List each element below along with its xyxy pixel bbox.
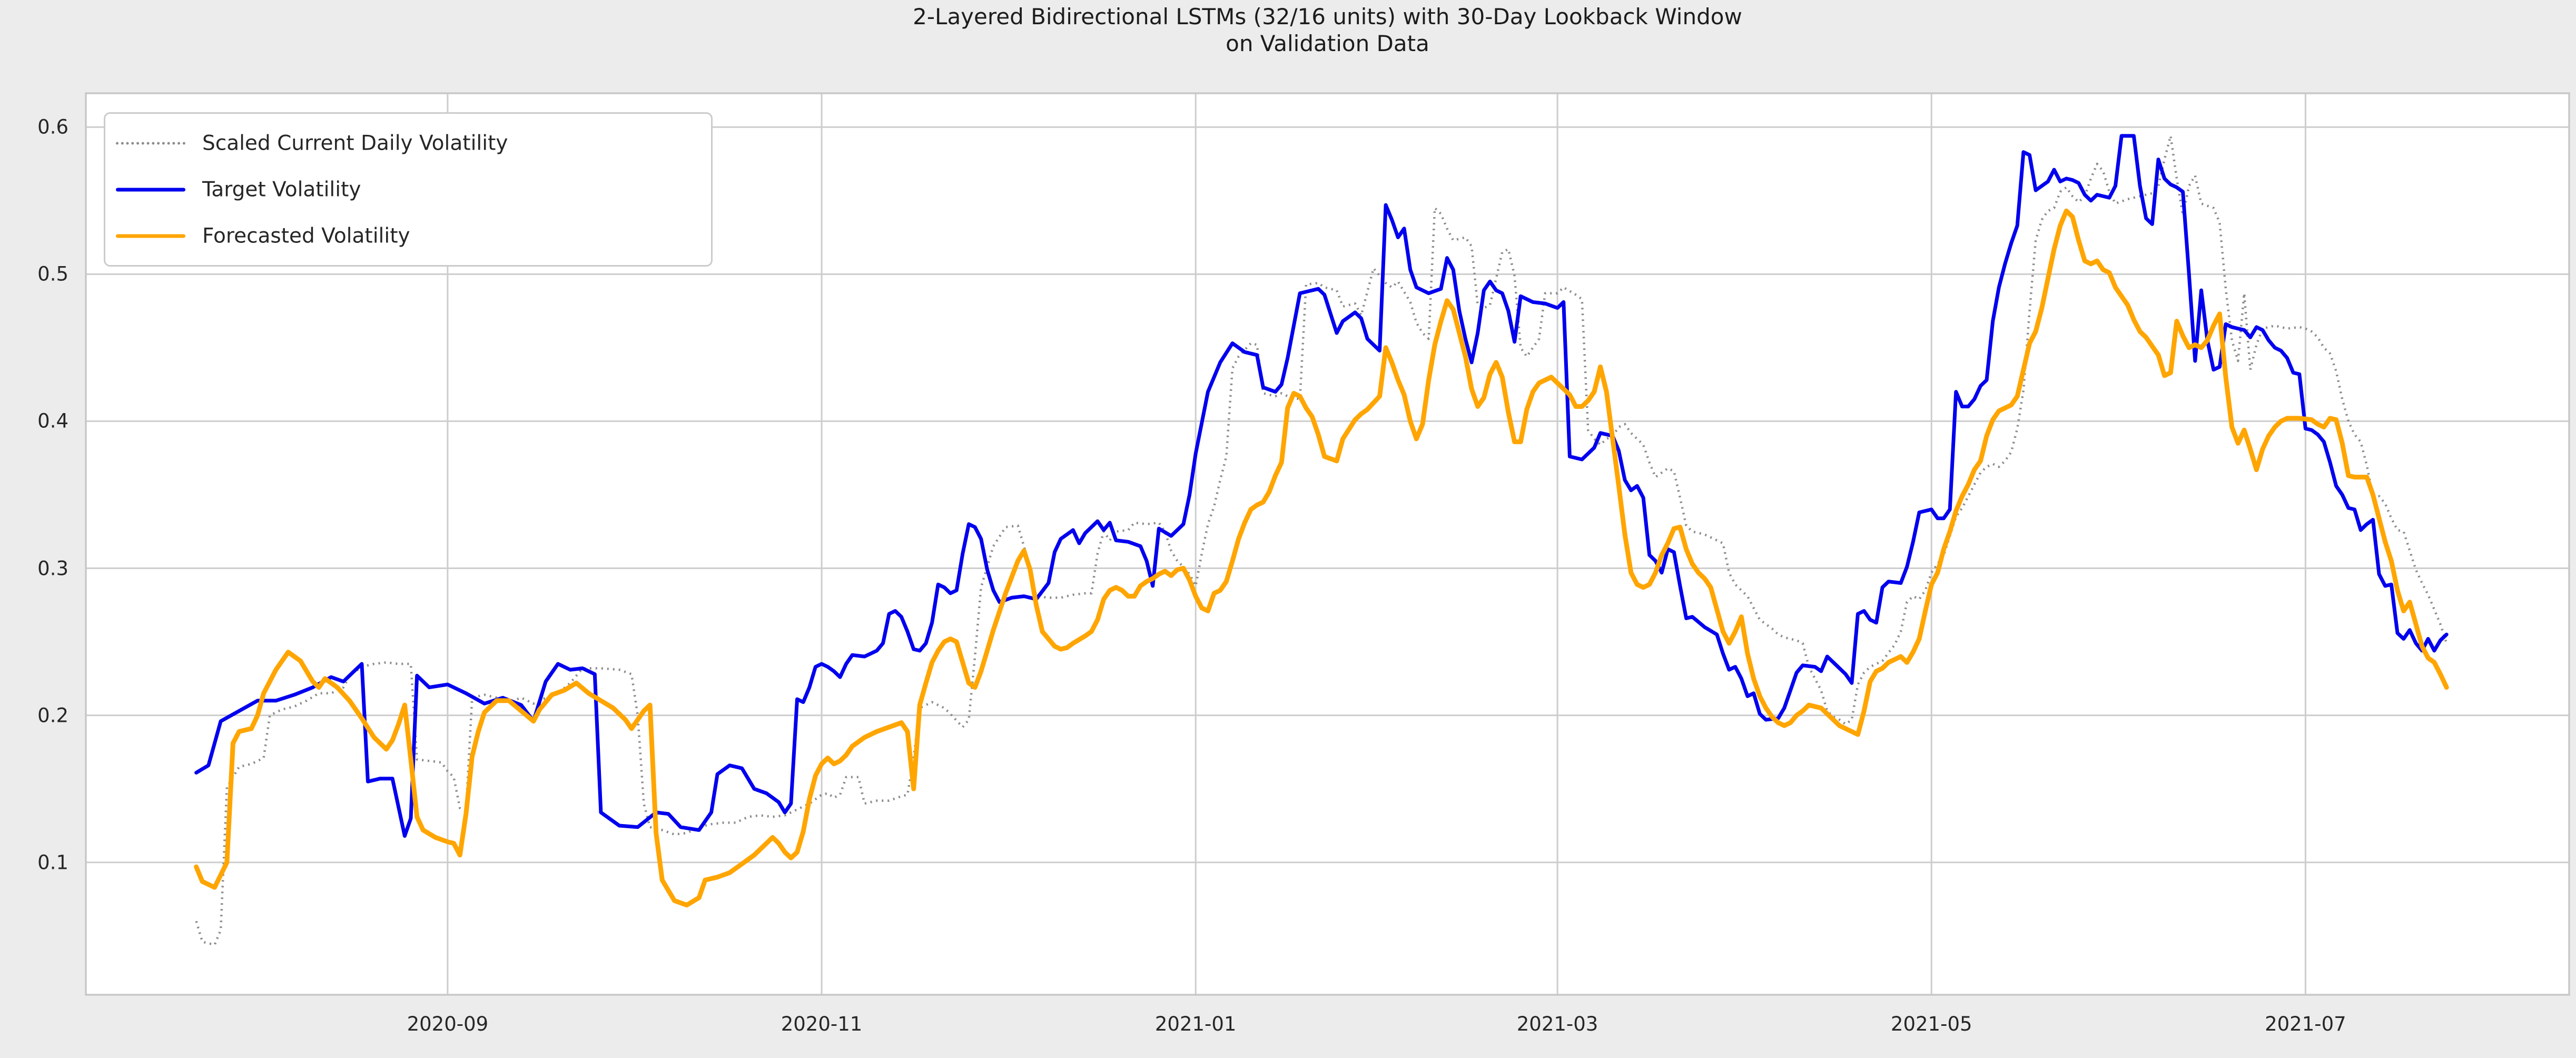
orange-line-icon bbox=[116, 234, 185, 238]
series-line-forecasted-volatility bbox=[194, 208, 2449, 908]
x-tick-label: 2021-01 bbox=[1154, 1013, 1237, 1035]
series-line-target-volatility bbox=[194, 134, 2449, 838]
x-tick-label: 2021-05 bbox=[1890, 1013, 1972, 1035]
blue-line-icon bbox=[116, 188, 185, 192]
legend-label: Forecasted Volatility bbox=[202, 224, 410, 248]
y-tick-label: 0.6 bbox=[37, 115, 68, 139]
x-tick-label: 2020-11 bbox=[781, 1013, 863, 1035]
plot-border bbox=[85, 92, 2570, 996]
legend-label: Scaled Current Daily Volatility bbox=[202, 131, 508, 155]
x-tick-label: 2020-09 bbox=[407, 1013, 489, 1035]
y-tick-label: 0.1 bbox=[37, 851, 68, 874]
chart-title-line1: 2-Layered Bidirectional LSTMs (32/16 uni… bbox=[913, 4, 1742, 30]
x-tick-label: 2021-07 bbox=[2265, 1013, 2346, 1035]
y-tick-label: 0.3 bbox=[37, 557, 68, 580]
legend-item-target-volatility: Target Volatility bbox=[105, 166, 711, 213]
legend-item-forecasted-volatility: Forecasted Volatility bbox=[105, 213, 711, 259]
y-tick-label: 0.2 bbox=[37, 704, 68, 727]
legend-item-scaled-current-daily-volatility: Scaled Current Daily Volatility bbox=[105, 120, 711, 166]
x-tick-label: 2021-03 bbox=[1516, 1013, 1598, 1035]
y-tick-label: 0.5 bbox=[37, 262, 68, 286]
y-tick-label: 0.4 bbox=[37, 409, 68, 433]
legend: Scaled Current Daily Volatility Target V… bbox=[104, 112, 713, 267]
chart-title: 2-Layered Bidirectional LSTMs (32/16 uni… bbox=[86, 3, 2569, 57]
chart-title-line2: on Validation Data bbox=[1226, 31, 1429, 57]
dotted-line-icon bbox=[116, 142, 185, 145]
legend-label: Target Volatility bbox=[202, 178, 361, 202]
